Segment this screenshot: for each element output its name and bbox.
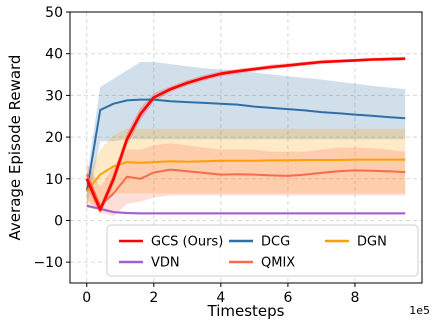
band-qmix	[86, 143, 406, 217]
band-dgn	[86, 128, 406, 206]
x-tick-label-1: 2	[149, 290, 158, 306]
legend-box	[106, 224, 419, 277]
legend-label-qmix: QMIX	[261, 256, 295, 271]
x-axis-label: Timesteps	[207, 302, 285, 320]
axis-ticks: 0 2 4 6 8 −10 0 10 20 30 40 50	[33, 5, 359, 306]
band-dcg	[86, 62, 406, 208]
line-qmix	[85, 168, 406, 207]
y-tick-label-4: 30	[45, 88, 63, 104]
line-dgn	[86, 158, 406, 192]
legend: GCS (Ours) DCG DGN VDN QMIX	[106, 224, 419, 277]
x-axis-multiplier: 1e5	[409, 304, 430, 317]
y-tick-label-6: 50	[45, 5, 63, 21]
series-lines	[85, 57, 406, 215]
x-tick-label-0: 0	[82, 290, 91, 306]
x-tick-label-2: 4	[216, 290, 225, 306]
legend-label-vdn: VDN	[151, 256, 180, 271]
legend-label-dgn: DGN	[357, 235, 387, 250]
line-dcg	[85, 98, 406, 192]
y-tick-label-1: 0	[54, 213, 63, 229]
y-tick-label-3: 20	[45, 130, 63, 146]
y-tick-label-5: 40	[45, 47, 63, 63]
x-tick-label-3: 6	[283, 290, 292, 306]
legend-label-gcs-ours: GCS (Ours)	[151, 235, 223, 250]
confidence-bands	[86, 57, 406, 217]
y-tick-label-2: 10	[45, 172, 63, 188]
y-tick-label-0: −10	[33, 255, 63, 271]
legend-label-dcg: DCG	[261, 235, 290, 250]
plot-frame	[69, 11, 423, 284]
x-tick-label-4: 8	[350, 290, 359, 306]
y-axis-label: Average Episode Reward	[6, 55, 24, 241]
line-gcs-ours	[85, 57, 406, 212]
line-vdn	[86, 204, 406, 215]
